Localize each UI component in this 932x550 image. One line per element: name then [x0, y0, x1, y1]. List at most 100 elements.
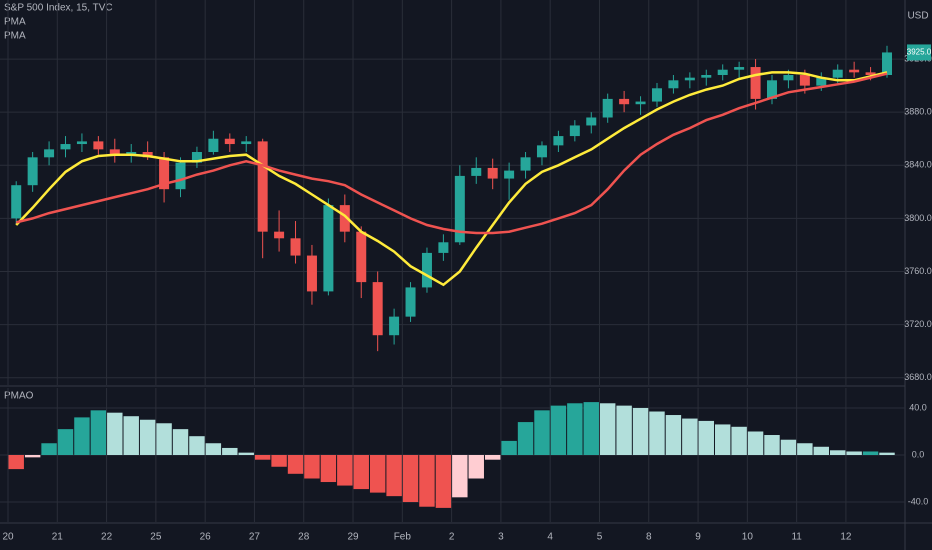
y-tick-label: -40.0: [908, 496, 929, 506]
candle-body: [142, 152, 153, 158]
candle-body: [750, 67, 761, 99]
histogram-bar: [747, 431, 764, 455]
ma-line: [15, 71, 888, 287]
histogram-bar: [764, 435, 780, 455]
histogram-bar: [682, 418, 698, 455]
candle-body: [799, 75, 810, 86]
histogram-bar: [304, 455, 320, 479]
histogram-bar: [435, 455, 452, 508]
x-tick-label: 28: [298, 532, 310, 543]
price-tag: [907, 44, 931, 61]
price-tag-label: 3925.0: [907, 48, 932, 57]
histogram-bar: [846, 451, 862, 455]
histogram-bar: [797, 443, 813, 455]
candle-body: [766, 80, 777, 99]
histogram-bar: [567, 403, 583, 455]
candle-body: [783, 75, 794, 81]
candle-body: [520, 157, 531, 171]
candle-body: [159, 157, 170, 190]
histogram-bar: [41, 443, 57, 455]
candle-body: [372, 282, 383, 336]
candle-body: [405, 287, 416, 317]
histogram-bar: [616, 405, 632, 455]
candle-body: [635, 101, 646, 105]
histogram-bar: [8, 455, 24, 470]
candle-body: [454, 175, 465, 243]
histogram-bar: [189, 436, 205, 455]
histogram-bar: [271, 455, 287, 467]
histogram-bar: [813, 446, 829, 455]
candle-body: [849, 69, 860, 73]
candle-body: [487, 167, 498, 179]
candle-body: [569, 125, 580, 137]
candle-body: [668, 80, 679, 89]
histogram-bar: [879, 452, 895, 455]
histogram-bar: [74, 417, 90, 455]
x-tick-label: Feb: [394, 532, 412, 543]
candle-body: [27, 157, 38, 186]
x-tick-label: 26: [200, 532, 212, 543]
histogram-bar: [731, 426, 747, 455]
candle-body: [224, 138, 235, 145]
histogram-bar: [534, 410, 550, 455]
legend-entry: PMA: [4, 17, 26, 28]
histogram-bar: [57, 429, 74, 455]
histogram-bar: [222, 447, 238, 455]
candle-body: [175, 162, 186, 190]
x-tick-label: 20: [2, 532, 14, 543]
candle-body: [536, 145, 547, 158]
candle-body: [651, 88, 662, 102]
y-tick-label: 3880.0: [904, 107, 932, 117]
candle-body: [208, 138, 219, 153]
candle-body: [865, 72, 876, 76]
candle-body: [701, 75, 712, 78]
candle-body: [126, 152, 137, 155]
candle-body: [586, 117, 597, 126]
histogram-bar: [780, 439, 797, 455]
histogram-bar: [320, 455, 337, 483]
x-tick-label: 27: [249, 532, 261, 543]
histogram-bar: [24, 455, 41, 458]
histogram-bar: [337, 455, 353, 486]
histogram-bar: [107, 412, 123, 455]
x-tick-label: 22: [101, 532, 113, 543]
histogram-bar: [369, 455, 386, 493]
candle-body: [274, 231, 285, 239]
x-tick-label: 3: [498, 532, 504, 543]
histogram-bar: [599, 403, 616, 455]
y-tick-label: 3680.0: [904, 372, 932, 382]
histogram-bar: [698, 420, 714, 455]
candle-body: [832, 69, 843, 78]
histogram-bar: [550, 405, 567, 455]
x-tick-label: 25: [150, 532, 162, 543]
candle-body: [109, 149, 120, 155]
candle-body: [290, 238, 301, 256]
histogram-bar: [517, 422, 534, 455]
candle-body: [717, 69, 728, 76]
candle-body: [421, 252, 432, 288]
histogram-bar: [665, 415, 682, 455]
candle-body: [339, 205, 350, 232]
candle-body: [93, 141, 104, 150]
x-tick-label: 29: [347, 532, 359, 543]
y-tick-label: 3760.0: [904, 266, 932, 276]
candle-body: [60, 144, 71, 150]
price-unit: USD: [907, 11, 928, 22]
histogram-bar: [452, 455, 468, 498]
candle-body: [734, 67, 745, 70]
histogram-bar: [862, 451, 879, 455]
histogram-bar: [501, 440, 517, 455]
x-tick-label: 21: [52, 532, 64, 543]
x-tick-label: 4: [547, 532, 553, 543]
x-tick-label: 2: [449, 532, 455, 543]
x-tick-label: 8: [646, 532, 652, 543]
y-tick-label: 3800.0: [904, 213, 932, 223]
histogram-bar: [238, 452, 254, 455]
histogram-bar: [139, 419, 156, 455]
ma-line: [15, 72, 888, 235]
candle-body: [504, 170, 515, 179]
x-tick-label: 10: [742, 532, 754, 543]
x-tick-label: 9: [695, 532, 701, 543]
candle-body: [76, 141, 87, 145]
